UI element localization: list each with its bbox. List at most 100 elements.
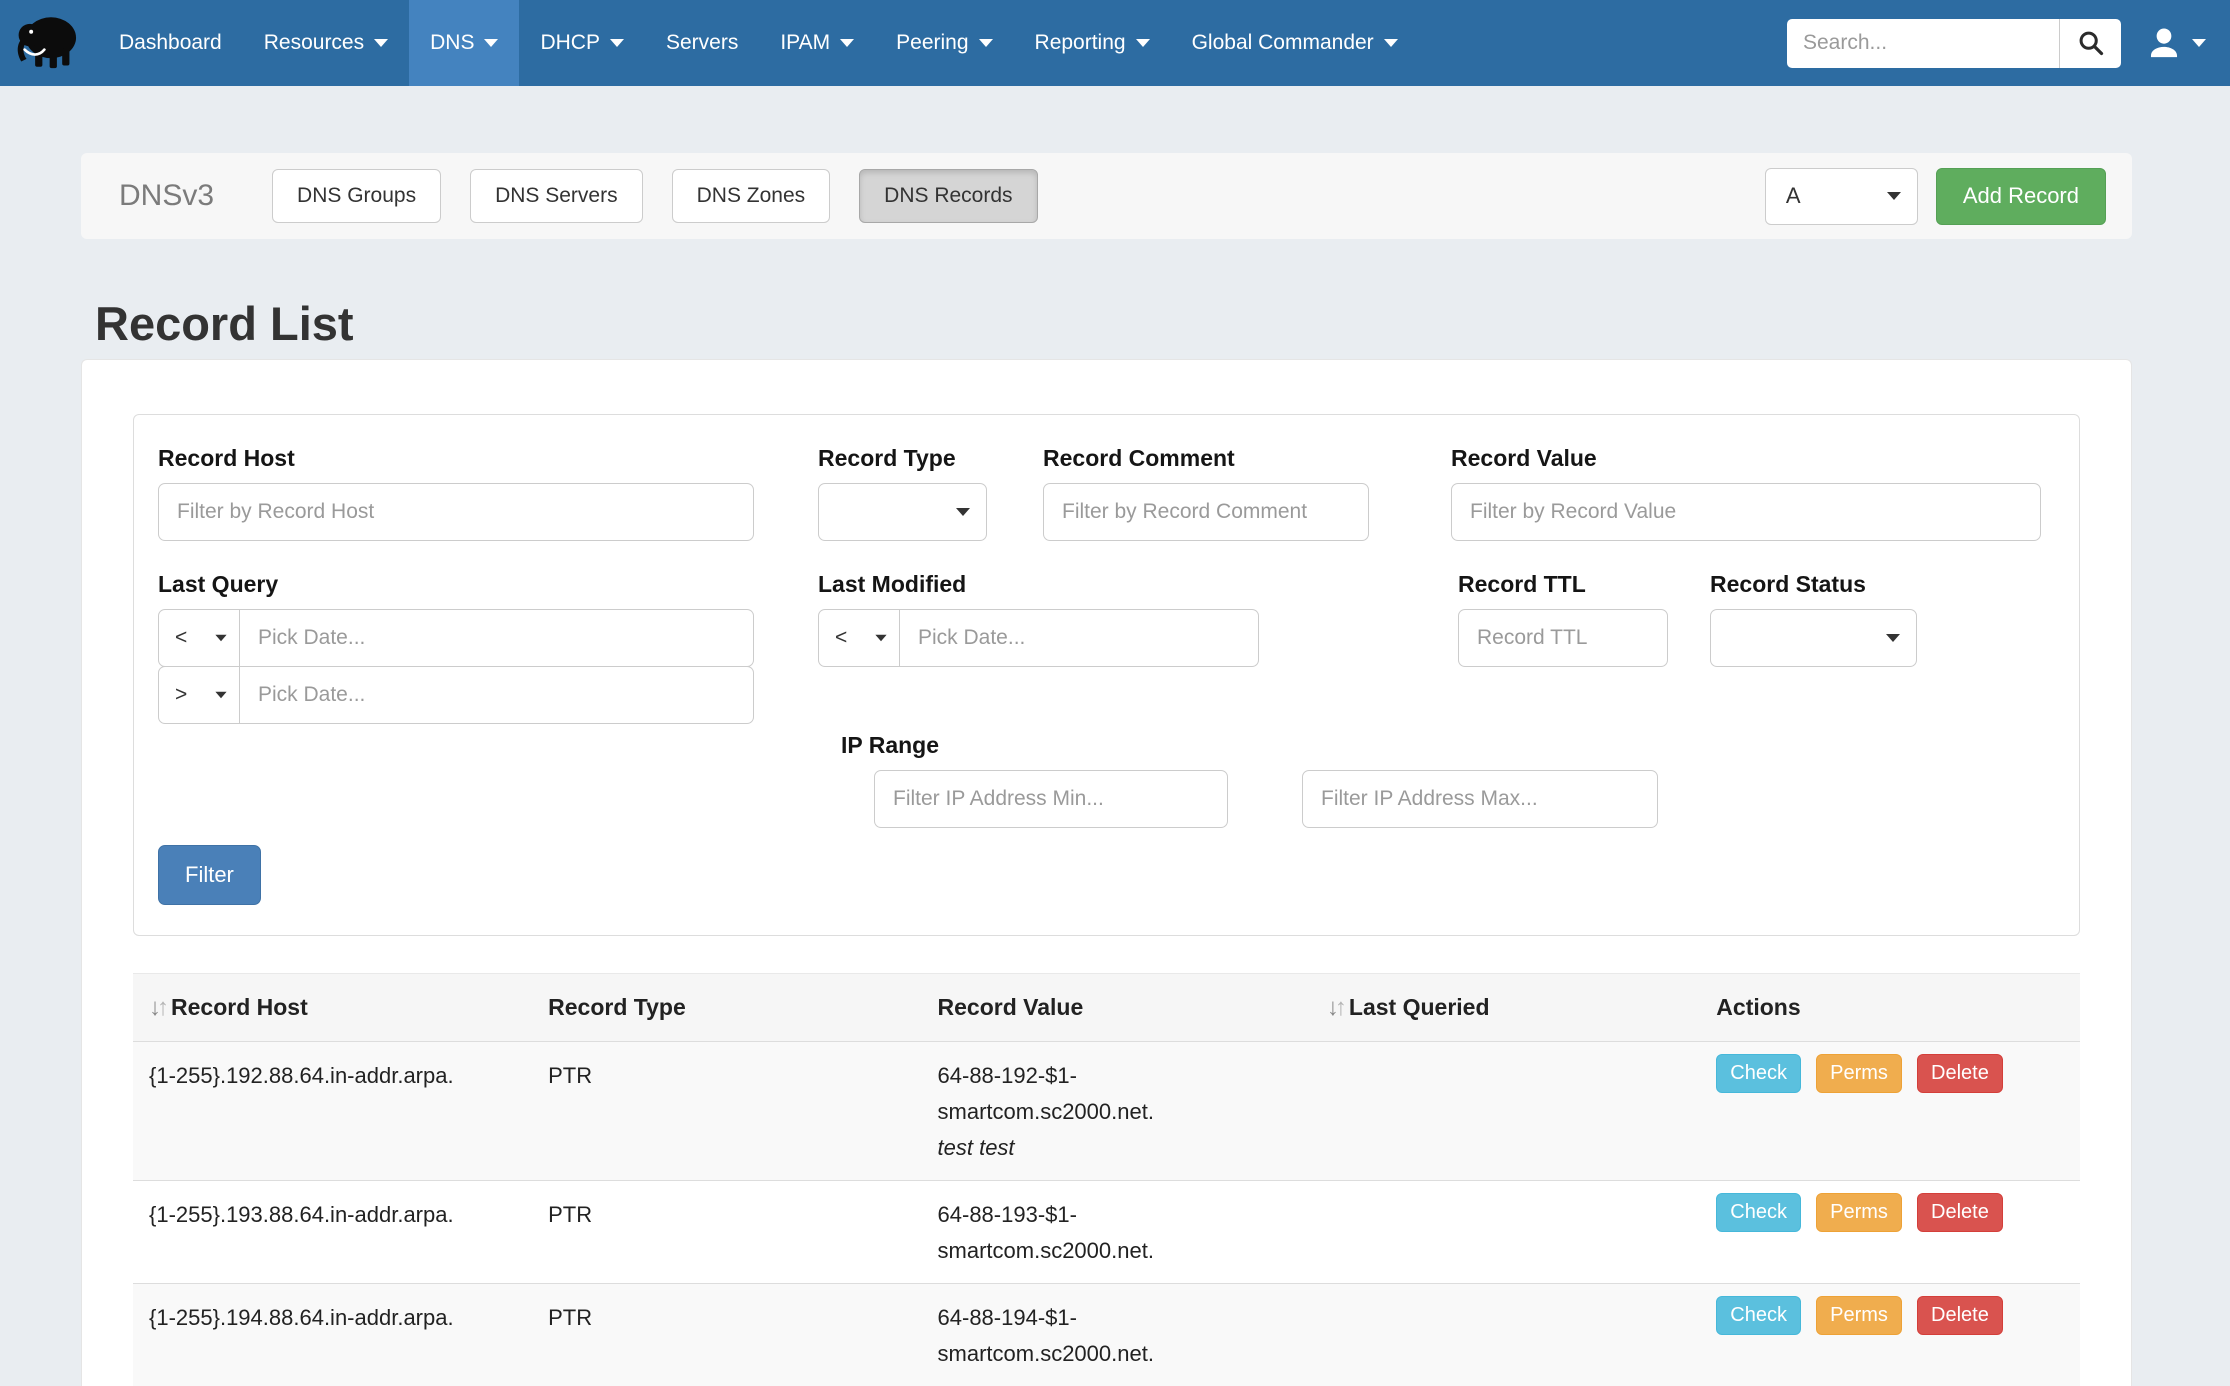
record-type-select[interactable]: A xyxy=(1764,167,1918,225)
last-query-op-less-select[interactable]: < xyxy=(158,609,240,667)
nav-item[interactable]: Reporting xyxy=(1014,0,1171,86)
op-value: < xyxy=(835,626,848,649)
table-row: {1-255}.193.88.64.in-addr.arpa. PTR 64-8… xyxy=(133,1180,2080,1284)
perms-button[interactable]: Perms xyxy=(1816,1296,1902,1335)
toolbar-right: A Add Record xyxy=(1764,167,2106,225)
nav-menu: Dashboard Resources DNS DHCP Servers xyxy=(98,0,1419,86)
nav-item[interactable]: Peering xyxy=(875,0,1013,86)
last-modified-op-select[interactable]: < xyxy=(818,609,900,667)
last-modified-group: < xyxy=(818,609,1259,667)
dns-tab[interactable]: DNS Groups xyxy=(272,169,442,223)
dns-tabs: DNS Groups DNS Servers DNS Zones DNS Rec… xyxy=(272,169,1067,223)
record-host-input[interactable] xyxy=(158,483,754,541)
table-header-label: Record Type xyxy=(548,994,686,1020)
actions-cell: Check Perms Delete xyxy=(1700,1041,2080,1181)
record-type-label: Record Type xyxy=(818,445,956,471)
chevron-down-icon xyxy=(875,634,887,642)
chevron-down-icon xyxy=(1886,634,1900,642)
record-value-input[interactable] xyxy=(1451,483,2041,541)
filter-submit-button[interactable]: Filter xyxy=(158,845,261,905)
module-title: DNSv3 xyxy=(119,179,215,212)
last-query-before-date-input[interactable] xyxy=(240,609,754,667)
last-queried-cell xyxy=(1310,1180,1701,1284)
search-input[interactable] xyxy=(1787,18,2059,68)
record-status-select[interactable] xyxy=(1710,609,1917,667)
nav-item[interactable]: Global Commander xyxy=(1171,0,1419,86)
record-ttl-label: Record TTL xyxy=(1458,571,1586,597)
check-button[interactable]: Check xyxy=(1716,1296,1801,1335)
filter-record-host: Record Host xyxy=(158,445,754,541)
filter-record-status: Record Status xyxy=(1710,571,1917,724)
record-value-label: Record Value xyxy=(1451,445,1597,471)
nav-item[interactable]: Servers xyxy=(645,0,759,86)
nav-item[interactable]: Resources xyxy=(243,0,409,86)
nav-item-label: DNS xyxy=(430,31,475,54)
record-ttl-input[interactable] xyxy=(1458,609,1668,667)
delete-button[interactable]: Delete xyxy=(1917,1193,2003,1232)
nav-item[interactable]: Dashboard xyxy=(98,0,243,86)
filter-box: Record Host Record Type Record Comment R… xyxy=(133,414,2080,936)
user-menu[interactable] xyxy=(2147,26,2206,60)
ip-range-label: IP Range xyxy=(841,732,939,758)
table-header-row: ↓↑ Record Host Record Type Record Value ↓… xyxy=(133,973,2080,1042)
record-type-cell: PTR xyxy=(532,1283,922,1386)
check-button[interactable]: Check xyxy=(1716,1193,1801,1232)
record-status-label: Record Status xyxy=(1710,571,1866,597)
last-modified-date-input[interactable] xyxy=(900,609,1259,667)
op-value: < xyxy=(175,626,188,649)
table-header-cell[interactable]: Record Value xyxy=(921,973,1311,1042)
ip-range-inputs xyxy=(874,770,2079,828)
delete-button[interactable]: Delete xyxy=(1917,1054,2003,1093)
last-query-after-date-input[interactable] xyxy=(240,666,754,724)
ip-max-input[interactable] xyxy=(1302,770,1658,828)
perms-button[interactable]: Perms xyxy=(1816,1193,1902,1232)
nav-item-label: Peering xyxy=(896,31,969,54)
record-comment-input[interactable] xyxy=(1043,483,1369,541)
nav-item-label: Servers xyxy=(665,31,739,54)
last-modified-label: Last Modified xyxy=(818,571,967,597)
filter-record-type: Record Type xyxy=(818,445,987,541)
search-button[interactable] xyxy=(2059,18,2121,68)
op-value: > xyxy=(175,683,188,706)
nav-item-label: DHCP xyxy=(540,31,600,54)
table-header-cell[interactable]: Record Type xyxy=(532,973,922,1042)
dns-tab[interactable]: DNS Servers xyxy=(470,169,643,223)
chevron-down-icon xyxy=(2192,39,2206,47)
chevron-down-icon xyxy=(374,39,389,47)
dns-tab-label: DNS Zones xyxy=(696,184,806,207)
sort-icon: ↓↑ xyxy=(1326,993,1347,1021)
table-header-cell[interactable]: ↓↑ Last Queried xyxy=(1310,973,1701,1042)
table-header-cell[interactable]: ↓↑ Record Host xyxy=(133,973,533,1042)
chevron-down-icon xyxy=(1383,39,1398,47)
actions-cell: Check Perms Delete xyxy=(1700,1283,2080,1386)
filter-row-2: Last Query < > Last Modifi xyxy=(158,571,2079,724)
top-navbar: Dashboard Resources DNS DHCP Servers xyxy=(0,0,2230,86)
nav-item[interactable]: DNS xyxy=(409,0,520,86)
dns-tab-label: DNS Records xyxy=(884,184,1013,207)
dns-tab[interactable]: DNS Zones xyxy=(671,169,831,223)
nav-item[interactable]: DHCP xyxy=(519,0,645,86)
nav-item-label: Global Commander xyxy=(1191,31,1374,54)
last-queried-cell xyxy=(1310,1283,1701,1386)
table-header-label: Actions xyxy=(1716,994,1801,1020)
table-header-cell[interactable]: Actions xyxy=(1700,973,2080,1042)
filter-record-comment: Record Comment xyxy=(1043,445,1369,541)
dns-tab[interactable]: DNS Records xyxy=(859,169,1038,223)
perms-button[interactable]: Perms xyxy=(1816,1054,1902,1093)
record-type-filter-select[interactable] xyxy=(818,483,987,541)
record-value-cell: 64-88-193-$1-smartcom.sc2000.net. xyxy=(921,1180,1311,1284)
table-header-label: Last Queried xyxy=(1348,993,1490,1020)
delete-button[interactable]: Delete xyxy=(1917,1296,2003,1335)
last-query-op-greater-select[interactable]: > xyxy=(158,666,240,724)
brand-logo[interactable] xyxy=(10,3,84,83)
ip-min-input[interactable] xyxy=(874,770,1228,828)
check-button[interactable]: Check xyxy=(1716,1054,1801,1093)
nav-item-label: Reporting xyxy=(1034,31,1126,54)
filter-row-3: IP Range xyxy=(841,732,2079,828)
record-comment-label: Record Comment xyxy=(1043,445,1235,471)
nav-item[interactable]: IPAM xyxy=(759,0,875,86)
chevron-down-icon xyxy=(215,691,227,699)
mammoth-icon xyxy=(17,17,77,69)
record-host-cell: {1-255}.192.88.64.in-addr.arpa. xyxy=(133,1041,533,1181)
add-record-button[interactable]: Add Record xyxy=(1935,167,2106,225)
